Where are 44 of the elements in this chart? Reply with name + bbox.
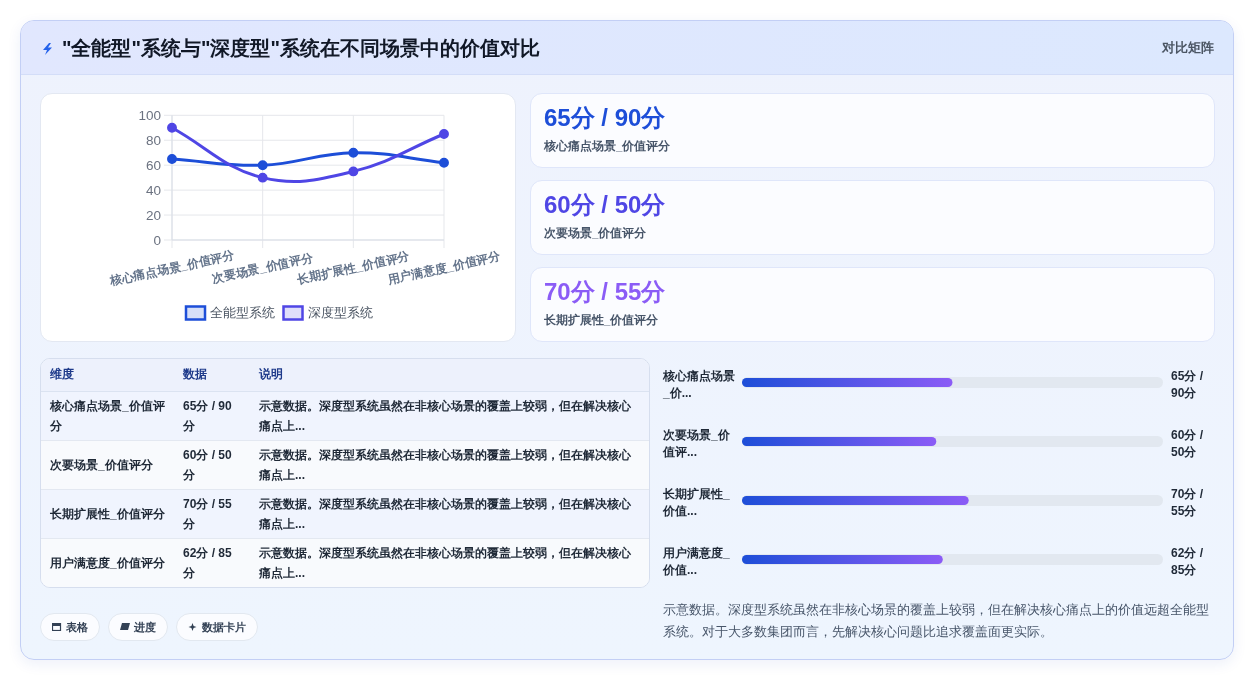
y-tick-label: 次要场景_价值评...: [663, 426, 731, 461]
category-label: 长期扩展性_价值评分: [544, 312, 659, 328]
stat-card: 70分 / 55分 长期扩展性_价值评分: [530, 267, 1215, 342]
table-cell: 示意数据。深度型系统虽然在非核心场景的覆盖上较弱，但在解决核心痛点上...: [251, 440, 649, 489]
button: 表格: [40, 613, 100, 641]
y-tick-label: 100: [138, 107, 161, 123]
button: 进度: [108, 613, 168, 641]
y-tick-label: 40: [145, 182, 161, 198]
data-label: 60分 / 50分: [1171, 426, 1204, 461]
table-header-cell: 说明: [251, 359, 649, 391]
table-header-cell: 维度: [41, 359, 176, 391]
y-tick-label: 20: [145, 207, 161, 223]
table-cell: 65分 / 90分: [176, 391, 251, 440]
table-cell: 核心痛点场景_价值评分: [41, 391, 176, 440]
stat-card: 60分 / 50分 次要场景_价值评分: [530, 180, 1215, 255]
legend-label: 深度型系统: [307, 305, 373, 320]
table-cell: 次要场景_价值评分: [41, 440, 176, 489]
table-header-cell: 数据: [176, 359, 251, 391]
table-cell: 长期扩展性_价值评分: [41, 489, 176, 538]
category-label: 核心痛点场景_价值评分: [544, 138, 671, 154]
category-label: 表格: [66, 619, 88, 635]
table-cell: 示意数据。深度型系统虽然在非核心场景的覆盖上较弱，但在解决核心痛点上...: [251, 391, 649, 440]
data-label: 62分 / 85分: [1171, 544, 1204, 579]
y-tick-label: 80: [145, 132, 161, 148]
legend-label: 全能型系统: [210, 306, 275, 320]
y-tick-label: 0: [153, 232, 161, 248]
category-label: 次要场景_价值评分: [544, 226, 647, 241]
category-label: 进度: [134, 619, 156, 635]
y-tick-label: 核心痛点场景_价...: [663, 367, 736, 402]
stat-card: 65分 / 90分 核心痛点场景_价值评分: [530, 93, 1215, 168]
y-tick-label: 用户满意度_价值...: [663, 544, 731, 579]
table-cell: 示意数据。深度型系统虽然在非核心场景的覆盖上较弱，但在解决核心痛点上...: [251, 538, 649, 587]
y-tick-label: 60: [145, 157, 161, 173]
table-cell: 示意数据。深度型系统虽然在非核心场景的覆盖上较弱，但在解决核心痛点上...: [251, 489, 649, 538]
data-label: 65分 / 90分: [1171, 367, 1204, 402]
y-tick-label: 长期扩展性_价值...: [663, 485, 731, 520]
header-band: "全能型"系统与"深度型"系统在不同场景中的价值对比 对比矩阵: [21, 21, 1233, 75]
category-label: 数据卡片: [202, 619, 246, 635]
data-label: 70分 / 55分: [1171, 485, 1204, 520]
table-cell: 用户满意度_价值评分: [41, 538, 176, 587]
text: 示意数据。深度型系统虽然在非核心场景的覆盖上较弱，但在解决核心痛点上的价值远超全能型系统。对于大多数集团而言，先解决核心问题比追求覆盖面更实际。: [663, 601, 1210, 641]
table-cell: 60分 / 50分: [176, 440, 251, 489]
table-cell: 70分 / 55分: [176, 489, 251, 538]
button: 数据卡片: [176, 613, 258, 641]
